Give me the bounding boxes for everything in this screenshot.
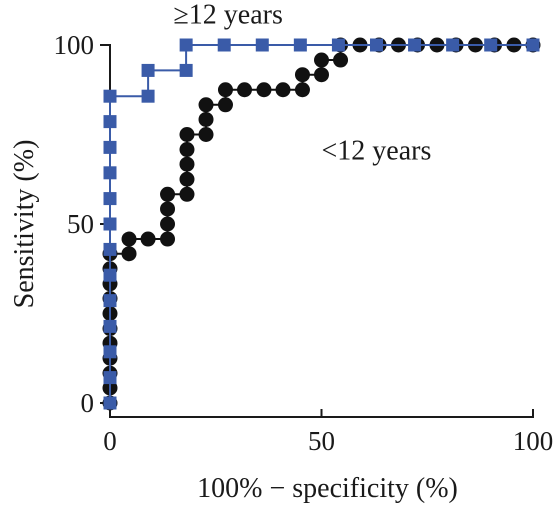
series-1-point-19 bbox=[179, 171, 195, 187]
axes bbox=[109, 44, 534, 418]
series-0-point-19 bbox=[293, 38, 307, 52]
series-1-point-35 bbox=[333, 52, 349, 68]
x-tick-label-2: 100 bbox=[513, 426, 554, 456]
series-1-point-13 bbox=[140, 231, 156, 247]
y-tick-label-1: 50 bbox=[67, 209, 94, 239]
y-axis-title: Sensitivity (%) bbox=[9, 140, 40, 309]
series-1-point-30 bbox=[275, 82, 291, 98]
series-0-point-18 bbox=[255, 38, 269, 52]
y-tick-label-2: 100 bbox=[54, 30, 95, 60]
series-1-point-12 bbox=[121, 231, 137, 247]
x-axis-title: 100% − specificity (%) bbox=[197, 473, 458, 504]
series-0-point-13 bbox=[141, 89, 155, 103]
series-1-point-24 bbox=[198, 111, 214, 127]
series-1 bbox=[102, 37, 541, 411]
series-1-point-14 bbox=[160, 231, 176, 247]
series-0 bbox=[103, 38, 540, 410]
series-annotation-0: ≥12 years bbox=[173, 0, 282, 31]
series-1-point-20 bbox=[179, 156, 195, 172]
series-1-point-22 bbox=[179, 127, 195, 142]
series-1-point-28 bbox=[237, 82, 253, 98]
series-0-point-6 bbox=[103, 242, 117, 256]
series-1-point-34 bbox=[314, 52, 329, 68]
series-1-point-25 bbox=[198, 97, 214, 113]
series-1-point-27 bbox=[217, 82, 233, 98]
series-0-point-24 bbox=[484, 38, 498, 52]
series-1-point-17 bbox=[160, 186, 176, 202]
series-1-point-32 bbox=[294, 67, 310, 83]
series-0-point-8 bbox=[103, 192, 117, 206]
series-0-point-0 bbox=[103, 396, 117, 410]
series-0-point-2 bbox=[103, 345, 117, 359]
series-annotation-1: <12 years bbox=[322, 136, 432, 167]
series-0-point-15 bbox=[179, 63, 193, 77]
series-1-point-15 bbox=[160, 216, 176, 232]
ticks: 0 50 100 0 50 100 bbox=[54, 30, 554, 456]
series-1-point-18 bbox=[179, 186, 195, 202]
series-0-point-20 bbox=[331, 38, 345, 52]
x-tick-label-0: 0 bbox=[103, 426, 117, 456]
series-0-point-10 bbox=[103, 140, 117, 154]
series-0-point-5 bbox=[103, 268, 117, 282]
series-0-point-22 bbox=[408, 38, 422, 52]
series-0-point-14 bbox=[141, 63, 155, 77]
annotation-layer: ≥12 years <12 years bbox=[173, 0, 431, 167]
series-0-point-23 bbox=[446, 38, 460, 52]
series-1-point-33 bbox=[314, 67, 329, 83]
series-1-point-23 bbox=[198, 127, 214, 142]
series-0-point-3 bbox=[103, 319, 117, 333]
series-0-point-7 bbox=[103, 217, 117, 231]
series-0-point-17 bbox=[217, 38, 231, 52]
series-0-point-9 bbox=[103, 166, 117, 180]
series-1-point-31 bbox=[294, 82, 310, 98]
x-tick-label-1: 50 bbox=[308, 426, 335, 456]
series-layer bbox=[102, 37, 541, 411]
series-1-point-11 bbox=[121, 246, 137, 262]
series-1-point-16 bbox=[160, 201, 176, 217]
series-1-point-29 bbox=[256, 82, 272, 98]
series-1-point-21 bbox=[179, 142, 195, 158]
series-0-point-1 bbox=[103, 371, 117, 385]
series-0-point-12 bbox=[103, 89, 117, 103]
y-tick-label-0: 0 bbox=[81, 388, 95, 418]
series-0-point-4 bbox=[103, 294, 117, 308]
series-0-point-11 bbox=[103, 115, 117, 129]
series-1-point-26 bbox=[217, 97, 233, 113]
series-0-point-25 bbox=[526, 38, 540, 52]
series-0-point-21 bbox=[369, 38, 383, 52]
series-0-point-16 bbox=[179, 38, 193, 52]
